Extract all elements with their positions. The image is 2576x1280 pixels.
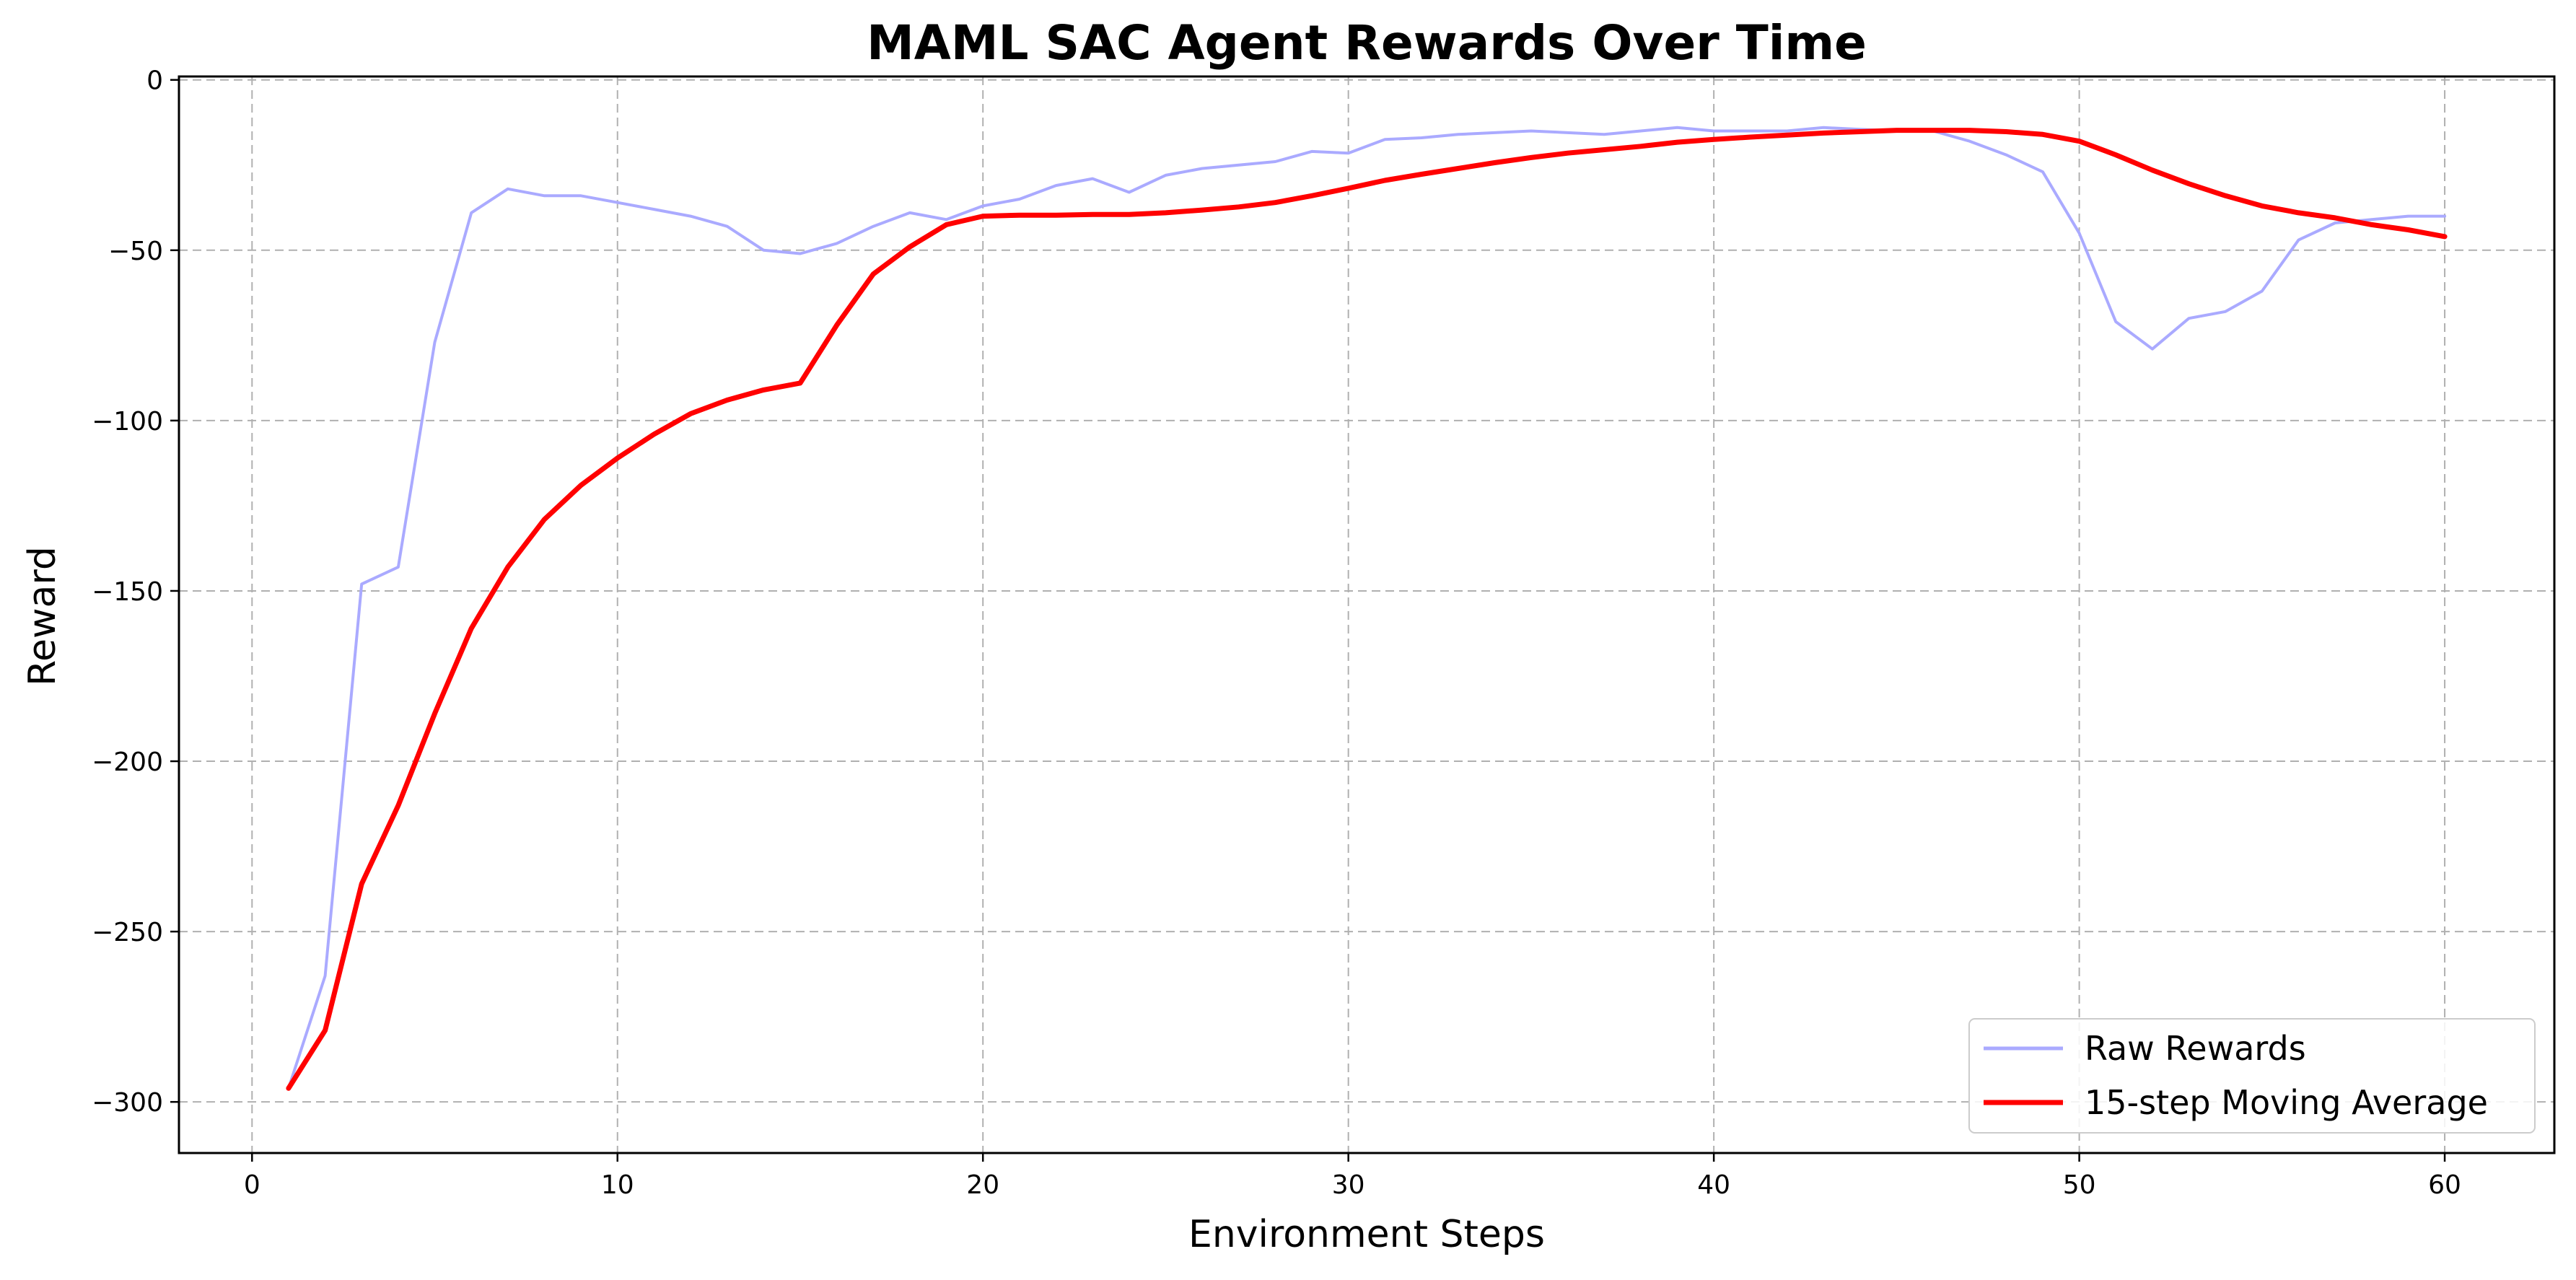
- x-tick-label: 10: [601, 1170, 634, 1200]
- y-tick-label: −150: [92, 577, 163, 607]
- plot-frame: [178, 75, 2556, 1154]
- x-tick-label: 0: [244, 1170, 260, 1200]
- legend: Raw Rewards 15-step Moving Average: [1968, 1018, 2536, 1134]
- y-tick-label: −300: [92, 1088, 163, 1118]
- x-tick-label: 50: [2063, 1170, 2096, 1200]
- x-tick-label: 30: [1332, 1170, 1365, 1200]
- x-tick-label: 40: [1697, 1170, 1730, 1200]
- series-line-moving-average: [286, 128, 2448, 1091]
- y-tick-label: −50: [108, 237, 163, 266]
- y-tick-label: 0: [146, 66, 163, 96]
- legend-label-raw-rewards: Raw Rewards: [2085, 1029, 2306, 1068]
- x-axis-title: Environment Steps: [1188, 1213, 1545, 1256]
- x-tick-label: 20: [966, 1170, 999, 1200]
- series-line-raw-rewards: [286, 126, 2447, 1090]
- series-layer: [286, 126, 2448, 1091]
- ticks: 0 10 20 30 40 50 60 0 −50 −100 −150 −200 −250 −300: [92, 66, 2461, 1200]
- grid: [179, 76, 2554, 1153]
- legend-label-moving-average: 15-step Moving Average: [2085, 1083, 2488, 1122]
- y-axis-title: Reward: [21, 546, 64, 686]
- y-tick-label: −200: [92, 748, 163, 777]
- x-tick-label: 60: [2428, 1170, 2461, 1200]
- chart-title: MAML SAC Agent Rewards Over Time: [867, 15, 1867, 71]
- legend-box: [1968, 1018, 2536, 1134]
- y-tick-label: −250: [92, 918, 163, 947]
- y-tick-label: −100: [92, 407, 163, 437]
